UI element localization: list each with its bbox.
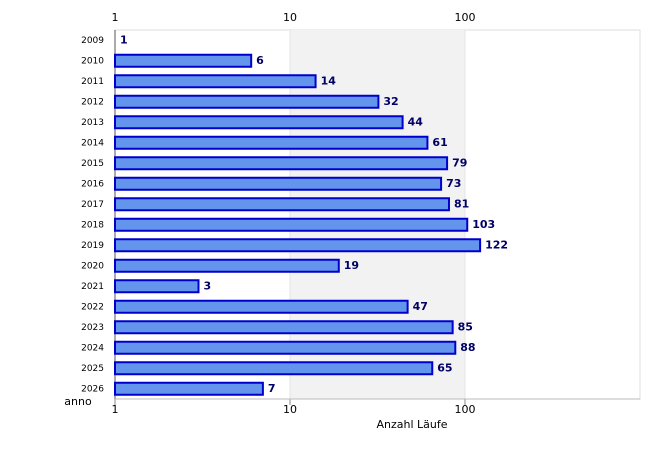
data-label: 79 — [452, 156, 467, 169]
data-label: 32 — [383, 95, 398, 108]
bar — [114, 299, 409, 314]
data-label: 103 — [472, 218, 495, 231]
y-tick-label: 2026 — [81, 384, 104, 394]
bar — [114, 340, 457, 355]
y-tick-label: 2012 — [81, 97, 104, 107]
x-axis-title: Anzahl Läufe — [376, 418, 447, 431]
y-tick-label: 2019 — [81, 241, 104, 251]
y-tick-label: 2021 — [81, 282, 104, 292]
bar — [114, 238, 482, 253]
y-tick-label: 2024 — [81, 343, 104, 353]
bar — [114, 279, 200, 294]
bar — [114, 320, 454, 335]
bar — [114, 53, 253, 68]
data-label: 88 — [460, 341, 475, 354]
data-label: 1 — [120, 33, 128, 46]
bar — [114, 176, 443, 191]
bar — [114, 361, 434, 376]
x-tick-label-top: 1 — [112, 11, 119, 24]
data-label: 85 — [458, 320, 473, 333]
bar — [114, 381, 264, 396]
bar — [114, 135, 429, 150]
data-label: 6 — [256, 54, 264, 67]
bar — [114, 258, 340, 273]
y-tick-label: 2014 — [81, 138, 104, 148]
y-tick-label: 2023 — [81, 323, 104, 333]
bar — [114, 94, 380, 109]
y-axis-title: anno — [64, 395, 92, 408]
y-tick-label: 2015 — [81, 159, 104, 169]
shaded-band — [290, 30, 465, 399]
data-label: 47 — [413, 300, 428, 313]
y-tick-label: 2011 — [81, 77, 104, 87]
y-tick-label: 2010 — [81, 56, 104, 66]
x-tick-label-top: 100 — [455, 11, 476, 24]
data-label: 81 — [454, 197, 469, 210]
data-label: 19 — [344, 259, 359, 272]
data-label: 14 — [321, 74, 337, 87]
y-tick-label: 2022 — [81, 302, 104, 312]
bar — [114, 156, 449, 171]
data-label: 7 — [268, 382, 276, 395]
bar — [114, 74, 317, 89]
data-label: 65 — [437, 361, 452, 374]
y-tick-label: 2020 — [81, 261, 104, 271]
y-tick-label: 2013 — [81, 118, 104, 128]
data-label: 122 — [485, 238, 508, 251]
bar — [114, 197, 450, 212]
x-tick-label: 10 — [283, 403, 297, 416]
x-tick-label-top: 10 — [283, 11, 297, 24]
x-tick-label: 1 — [112, 403, 119, 416]
x-tick-label: 100 — [455, 403, 476, 416]
y-tick-label: 2018 — [81, 220, 104, 230]
data-label: 44 — [408, 115, 424, 128]
data-label: 61 — [432, 136, 447, 149]
data-label: 3 — [203, 279, 211, 292]
bar — [114, 217, 469, 232]
y-tick-label: 2009 — [81, 36, 104, 46]
bar — [114, 115, 404, 130]
y-tick-label: 2025 — [81, 364, 104, 374]
y-tick-label: 2017 — [81, 200, 104, 210]
y-tick-label: 2016 — [81, 179, 104, 189]
data-label: 73 — [446, 177, 461, 190]
